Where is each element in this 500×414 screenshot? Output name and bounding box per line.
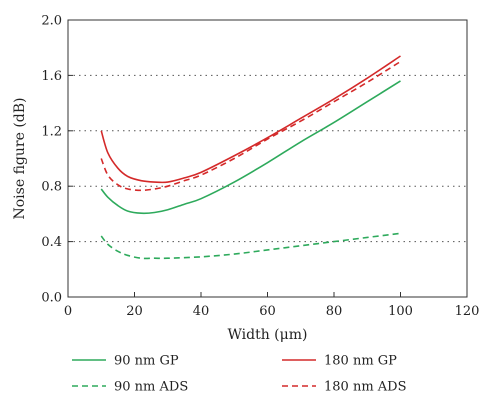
legend-label-90-nm-ads: 90 nm ADS <box>114 380 188 395</box>
y-axis-title: Noise figure (dB) <box>12 98 28 220</box>
y-tick-label-2.0: 2.0 <box>41 14 62 29</box>
legend: 90 nm GP 90 nm ADS 180 nm GP 180 nm ADS <box>72 354 407 395</box>
series-line-90-nm-gp <box>100 80 401 215</box>
y-tick-label-0.0: 0.0 <box>41 291 62 306</box>
legend-label-180-nm-ads: 180 nm ADS <box>324 380 407 395</box>
x-tick-label-80: 80 <box>326 304 343 319</box>
legend-label-90-nm-gp: 90 nm GP <box>114 354 179 369</box>
x-tick-label-120: 120 <box>455 304 480 319</box>
x-axis-title: Width (μm) <box>228 327 308 343</box>
series-lines <box>100 55 401 260</box>
series-line-90-nm-ads <box>100 232 401 260</box>
series-line-180-nm-ads <box>100 60 401 192</box>
gridlines <box>68 74 467 243</box>
x-tick-label-100: 100 <box>388 304 413 319</box>
y-tick-label-1.2: 1.2 <box>41 124 62 139</box>
x-tick-label-0: 0 <box>64 304 72 319</box>
y-tick-label-1.6: 1.6 <box>41 69 62 84</box>
axis-ticks: 0 20 40 60 80 100 120 0.0 0.4 0.8 1.2 1.6 2.0 <box>41 14 479 320</box>
x-tick-label-40: 40 <box>193 304 210 319</box>
x-tick-label-60: 60 <box>259 304 276 319</box>
series-line-180-nm-gp <box>100 55 401 184</box>
legend-label-180-nm-gp: 180 nm GP <box>324 354 397 369</box>
x-tick-label-20: 20 <box>126 304 143 319</box>
y-tick-label-0.4: 0.4 <box>41 235 62 250</box>
y-tick-label-0.8: 0.8 <box>41 180 62 195</box>
